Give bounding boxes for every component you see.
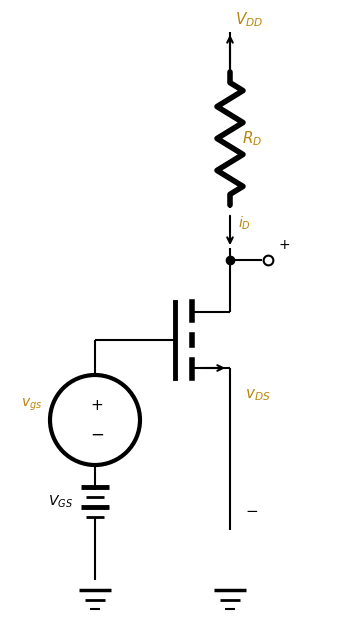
Text: $+$: $+$: [278, 238, 290, 252]
Text: $R_D$: $R_D$: [242, 129, 262, 148]
Text: $V_{GS}$: $V_{GS}$: [48, 494, 73, 510]
Text: $+$: $+$: [91, 399, 103, 413]
Text: $i_D$: $i_D$: [238, 214, 251, 232]
Text: $-$: $-$: [90, 425, 104, 443]
Text: $v_{DS}$: $v_{DS}$: [245, 387, 271, 403]
Text: $V_{DD}$: $V_{DD}$: [235, 10, 263, 29]
Text: $-$: $-$: [245, 502, 258, 518]
Text: $v_{gs}$: $v_{gs}$: [21, 397, 42, 413]
